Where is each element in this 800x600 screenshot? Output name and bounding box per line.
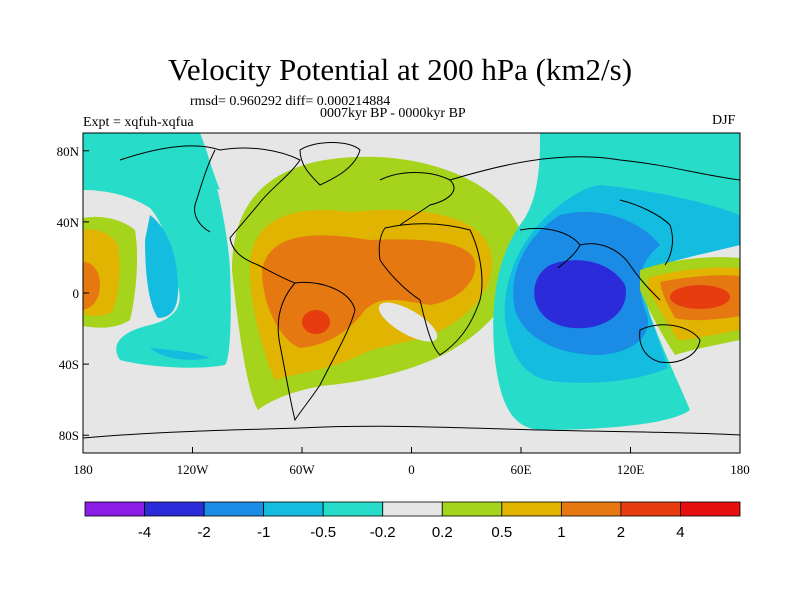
colorbar-label: 0.5 [491, 524, 512, 541]
colorbar-swatch [441, 501, 503, 517]
x-tick-label: 180 [73, 462, 93, 477]
colorbar-label: -4 [138, 524, 151, 541]
colorbar-label: 2 [617, 524, 625, 541]
x-tick-label: 120E [617, 462, 645, 477]
positive-band-atlantic-africa [232, 156, 524, 410]
colorbar-label: -1 [257, 524, 270, 541]
positive-patch-east-pacific [83, 216, 138, 328]
y-tick-label: 80N [57, 144, 80, 159]
experiment-text: Expt = xqfuh-xqfua [83, 115, 194, 130]
x-tick-label: 180 [730, 462, 750, 477]
colorbar: -4 -2 -1 -0.5 -0.2 0.2 0.5 1 2 4 [84, 501, 741, 541]
colorbar-label: -0.5 [310, 524, 336, 541]
chart-title: Velocity Potential at 200 hPa (km2/s) [167, 52, 633, 87]
colorbar-swatch [203, 501, 265, 517]
positive-center-west-pacific [640, 257, 740, 355]
colorbar-label: 0.2 [432, 524, 453, 541]
coastlines [83, 142, 740, 439]
colorbar-label: 1 [557, 524, 565, 541]
x-tick-label: 60W [289, 462, 315, 477]
stats-text: rmsd= 0.960292 diff= 0.000214884 [190, 94, 391, 109]
negative-band-east-pacific [83, 133, 231, 368]
colorbar-swatch [84, 501, 145, 517]
colorbar-label: -0.2 [370, 524, 396, 541]
y-tick-label: 0 [73, 286, 80, 301]
positive-center-south-america [302, 310, 330, 334]
season-text: DJF [712, 113, 736, 128]
colorbar-label: 4 [676, 524, 684, 541]
top-left-teal [83, 133, 220, 190]
colorbar-swatch [501, 501, 562, 517]
contour-fill-layer [83, 133, 740, 453]
y-tick-label: 80S [59, 428, 79, 443]
colorbar-swatch [620, 501, 681, 517]
axis-ticks: 180 120W 60W 0 60E 120E 180 80N 40N 0 40S 80S [57, 144, 750, 477]
colorbar-swatch [560, 501, 622, 517]
period-text: 0007kyr BP - 0000kyr BP [320, 106, 466, 121]
x-tick-label: 60E [511, 462, 532, 477]
y-tick-label: 40S [59, 357, 79, 372]
y-tick-label: 40N [57, 215, 80, 230]
colorbar-swatch [382, 501, 443, 517]
x-tick-label: 120W [177, 462, 210, 477]
negative-center-indian-ocean [493, 133, 740, 430]
x-tick-label: 0 [408, 462, 415, 477]
colorbar-swatch [263, 501, 324, 517]
colorbar-swatch [322, 501, 384, 517]
colorbar-swatch [680, 501, 741, 517]
colorbar-label: -2 [197, 524, 210, 541]
colorbar-swatch [144, 501, 205, 517]
